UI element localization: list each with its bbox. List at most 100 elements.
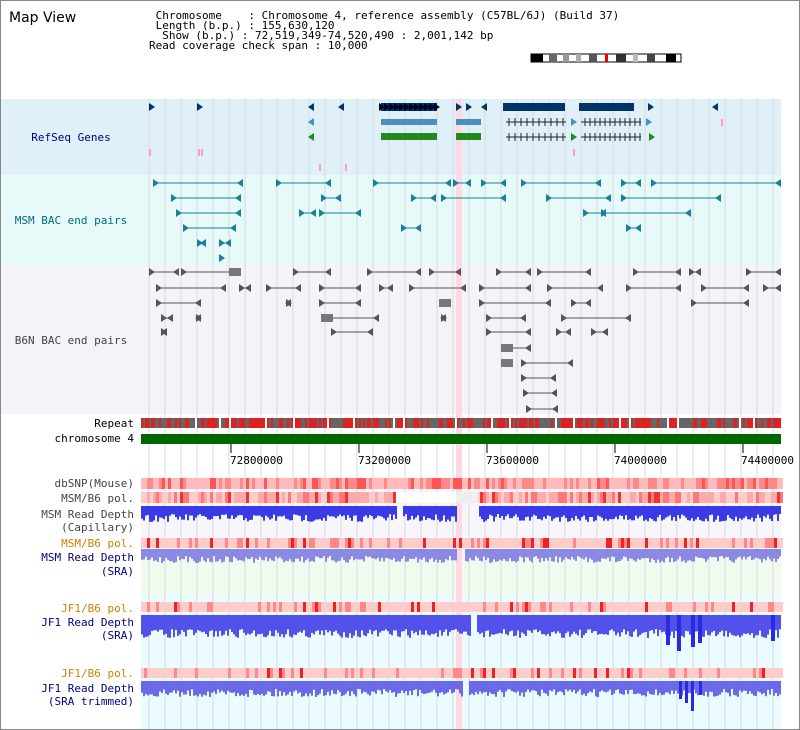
depth-bar bbox=[729, 615, 731, 633]
depth-bar bbox=[225, 506, 227, 515]
depth-bar bbox=[487, 615, 489, 631]
depth-bar bbox=[321, 506, 323, 521]
track-label-msm-bac[interactable]: MSM BAC end pairs bbox=[14, 214, 128, 227]
heat-cell bbox=[210, 538, 213, 548]
bac-end-arrow bbox=[743, 284, 749, 292]
heat-cell bbox=[759, 602, 762, 612]
depth-bar bbox=[277, 681, 279, 697]
depth-bar bbox=[225, 681, 227, 695]
repeat-element bbox=[235, 418, 237, 428]
depth-bar bbox=[497, 549, 499, 562]
depth-bar bbox=[237, 506, 239, 516]
heat-cell bbox=[345, 492, 348, 503]
heat-cell bbox=[252, 478, 255, 489]
repeat-element bbox=[213, 418, 215, 428]
depth-bar bbox=[617, 681, 619, 690]
track-label-jf1-b6-pol-2[interactable]: JF1/B6 pol. bbox=[61, 667, 134, 680]
depth-bar bbox=[149, 681, 151, 695]
heat-cell bbox=[531, 492, 534, 503]
depth-bar bbox=[215, 615, 217, 632]
depth-bar bbox=[297, 549, 299, 559]
depth-bar bbox=[483, 506, 485, 522]
bac-end-arrow bbox=[441, 194, 447, 202]
depth-bar bbox=[407, 615, 409, 636]
depth-bar bbox=[513, 681, 515, 692]
heat-cell bbox=[207, 602, 210, 612]
track-label-repeat[interactable]: Repeat bbox=[94, 417, 134, 430]
repeat-element bbox=[469, 418, 471, 428]
heat-cell bbox=[303, 538, 306, 548]
depth-bar bbox=[649, 615, 651, 631]
heat-cell bbox=[447, 602, 450, 612]
depth-bar bbox=[759, 615, 761, 631]
repeat-element bbox=[671, 418, 673, 428]
depth-bar bbox=[243, 615, 245, 633]
track-label-jf1-b6-pol-1[interactable]: JF1/B6 pol. bbox=[61, 602, 134, 615]
repeat-element bbox=[311, 418, 313, 428]
depth-bar bbox=[363, 615, 365, 636]
track-label-msm-b6-pol-1[interactable]: MSM/B6 pol. bbox=[61, 492, 134, 505]
repeat-element bbox=[623, 418, 625, 428]
track-label-jf1-depth-sra[interactable]: JF1 Read Depth bbox=[41, 616, 134, 629]
heat-cell bbox=[693, 478, 696, 489]
depth-bar bbox=[509, 615, 511, 632]
heat-cell bbox=[756, 538, 759, 548]
depth-bar bbox=[573, 506, 575, 521]
heat-cell bbox=[264, 478, 267, 489]
depth-bar bbox=[393, 615, 395, 631]
track-label-refseq[interactable]: RefSeq Genes bbox=[31, 131, 111, 144]
heat-cell bbox=[741, 602, 744, 612]
depth-bar bbox=[519, 615, 521, 638]
track-label-msm-depth-sra[interactable]: MSM Read Depth bbox=[41, 551, 134, 564]
depth-bar bbox=[641, 615, 643, 634]
heat-cell bbox=[432, 538, 435, 548]
bac-end-arrow bbox=[743, 299, 749, 307]
heat-cell bbox=[327, 538, 330, 548]
depth-bar bbox=[777, 506, 779, 521]
depth-bar bbox=[409, 506, 411, 520]
heat-cell bbox=[642, 602, 645, 612]
heat-cell bbox=[669, 492, 672, 503]
depth-bar bbox=[599, 506, 601, 517]
heat-cell bbox=[723, 478, 726, 489]
depth-bar bbox=[771, 506, 773, 522]
heat-cell bbox=[147, 668, 150, 678]
track-label-dbsnp[interactable]: dbSNP(Mouse) bbox=[54, 477, 134, 490]
depth-bar bbox=[433, 506, 435, 521]
bac-end-arrow bbox=[430, 194, 436, 202]
heat-cell bbox=[270, 538, 273, 548]
depth-bar bbox=[447, 549, 449, 561]
gene-arrow bbox=[466, 103, 472, 111]
depth-bar bbox=[219, 615, 221, 631]
track-label-msm-b6-pol-2[interactable]: MSM/B6 pol. bbox=[61, 537, 134, 550]
heat-cell bbox=[747, 602, 750, 612]
bac-end-arrow bbox=[602, 328, 608, 336]
bac-end-arrow bbox=[230, 224, 236, 232]
bac-end-arrow bbox=[552, 405, 558, 413]
depth-bar bbox=[719, 506, 721, 522]
depth-bar bbox=[747, 549, 749, 558]
heat-cell bbox=[615, 668, 618, 678]
heat-cell bbox=[261, 602, 264, 612]
track-label-b6n-bac[interactable]: B6N BAC end pairs bbox=[14, 334, 128, 347]
heat-cell bbox=[204, 478, 207, 489]
heat-cell bbox=[330, 668, 333, 678]
depth-bar bbox=[231, 615, 233, 632]
heat-cell bbox=[228, 538, 231, 548]
repeat-element bbox=[241, 418, 243, 428]
depth-bar bbox=[525, 681, 527, 692]
depth-bar bbox=[699, 506, 701, 520]
depth-bar bbox=[261, 549, 263, 560]
depth-bar bbox=[491, 506, 493, 516]
track-label-chromosome[interactable]: chromosome 4 bbox=[54, 432, 134, 445]
heat-cell bbox=[549, 538, 552, 548]
heat-cell bbox=[417, 478, 420, 489]
track-label-jf1-depth-trim[interactable]: JF1 Read Depth bbox=[41, 682, 134, 695]
track-label-msm-depth-cap[interactable]: MSM Read Depth bbox=[41, 508, 134, 521]
heat-cell bbox=[645, 538, 648, 548]
heat-cell bbox=[543, 602, 546, 612]
depth-bar bbox=[459, 681, 461, 694]
heat-cell bbox=[195, 478, 198, 489]
bac-end-arrow bbox=[746, 268, 752, 276]
